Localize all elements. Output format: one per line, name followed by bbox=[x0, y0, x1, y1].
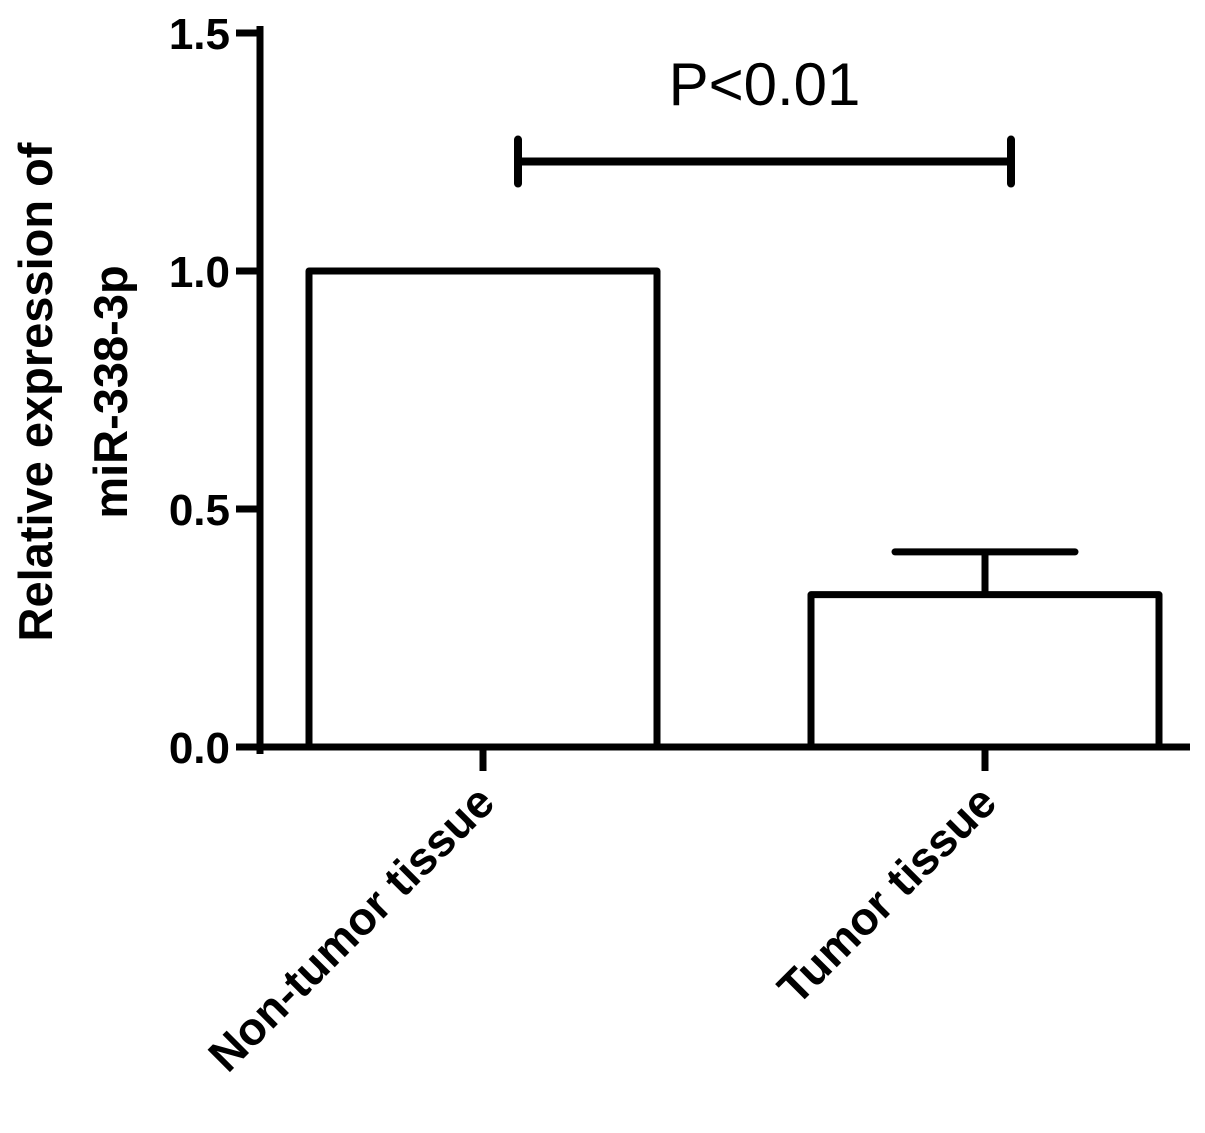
error-bars bbox=[891, 548, 1079, 595]
significance-bracket: P<0.01 bbox=[514, 51, 1015, 188]
bars bbox=[305, 267, 1163, 751]
y-tick-label-0: 0.0 bbox=[169, 724, 230, 773]
y-tick-label-2: 1.0 bbox=[169, 248, 230, 297]
y-axis-label-line-2: miR-338-3p bbox=[84, 265, 137, 518]
bar-0 bbox=[305, 267, 661, 751]
y-tick-label-1: 0.5 bbox=[169, 486, 230, 535]
x-tick-label-0: Non-tumor tissue bbox=[198, 775, 504, 1081]
y-tick-label-3: 1.5 bbox=[169, 10, 230, 59]
y-axis-label-line-1: Relative expression of bbox=[9, 142, 62, 641]
significance-label: P<0.01 bbox=[669, 51, 861, 118]
y-axis-label: Relative expression of miR-338-3p bbox=[9, 142, 137, 641]
x-tick-label-1: Tumor tissue bbox=[767, 775, 1006, 1014]
bar-1 bbox=[807, 591, 1163, 751]
